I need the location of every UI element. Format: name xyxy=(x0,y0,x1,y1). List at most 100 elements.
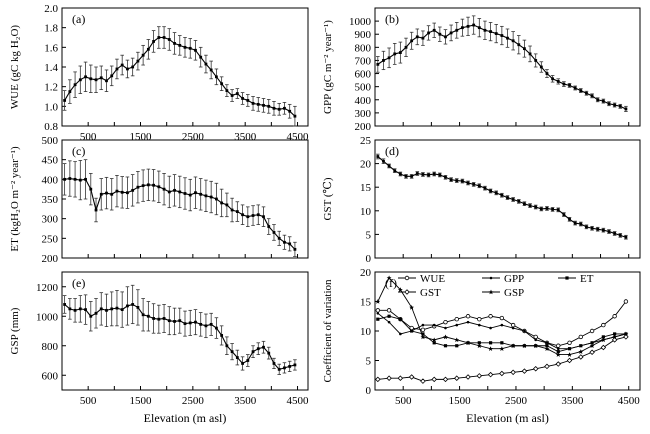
y-tick-label: 800 xyxy=(42,341,59,353)
data-point xyxy=(460,26,464,30)
data-point xyxy=(466,320,470,324)
data-point xyxy=(420,378,426,384)
y-tick-label: 0 xyxy=(366,253,372,265)
y-tick-label: 1.6 xyxy=(44,42,58,54)
data-point xyxy=(199,192,203,196)
data-point xyxy=(488,346,493,351)
data-point xyxy=(63,177,67,181)
legend-label: ET xyxy=(580,273,594,285)
data-point xyxy=(225,203,229,207)
y-axis-label: GST (℃) xyxy=(322,177,334,220)
data-point xyxy=(277,236,281,240)
data-point xyxy=(573,86,577,90)
data-point xyxy=(410,329,414,333)
data-point xyxy=(398,172,402,176)
data-point xyxy=(545,207,549,210)
data-point xyxy=(539,65,543,69)
data-point xyxy=(443,319,448,325)
data-point xyxy=(283,240,286,244)
data-point xyxy=(431,337,437,343)
plot-frame xyxy=(374,7,641,127)
data-point xyxy=(596,227,600,231)
data-point xyxy=(188,193,192,197)
data-point xyxy=(589,343,595,349)
data-point xyxy=(499,346,505,351)
y-tick-label: 500 xyxy=(42,135,59,147)
data-point xyxy=(152,317,155,320)
data-point xyxy=(477,26,481,30)
data-point xyxy=(585,91,588,95)
data-point xyxy=(421,332,425,336)
data-point xyxy=(194,48,197,52)
data-point xyxy=(120,308,124,312)
data-point xyxy=(476,343,482,349)
legend-item-gpp: GPP xyxy=(482,273,524,285)
data-point xyxy=(612,334,618,340)
data-point xyxy=(600,337,606,343)
data-point xyxy=(421,173,425,176)
data-point xyxy=(262,103,265,107)
legend-label: GST xyxy=(420,287,441,299)
y-tick-label: 600 xyxy=(42,370,59,382)
data-point xyxy=(376,155,380,158)
data-point xyxy=(566,357,573,364)
data-point xyxy=(567,347,572,351)
data-point xyxy=(510,322,516,328)
data-point xyxy=(375,376,381,383)
data-point xyxy=(230,208,234,212)
data-point xyxy=(167,38,171,41)
data-point xyxy=(277,367,281,371)
data-point xyxy=(84,177,87,181)
data-point xyxy=(84,308,87,312)
data-point xyxy=(421,323,425,327)
data-point xyxy=(110,74,114,78)
data-point xyxy=(382,59,385,62)
data-point xyxy=(510,369,516,376)
data-point xyxy=(432,28,436,32)
data-point xyxy=(136,185,140,189)
y-tick-label: 0.8 xyxy=(44,121,58,133)
data-point xyxy=(173,188,176,192)
data-point xyxy=(235,92,239,95)
data-point xyxy=(500,341,504,345)
data-point xyxy=(477,317,482,322)
data-point xyxy=(94,78,98,82)
data-point xyxy=(489,30,492,33)
data-point xyxy=(209,68,213,72)
data-point xyxy=(410,39,414,43)
y-tick-label: 700 xyxy=(355,55,372,67)
data-point xyxy=(220,201,224,205)
data-point xyxy=(288,109,292,113)
data-point xyxy=(115,189,119,193)
data-point xyxy=(126,304,129,308)
data-point xyxy=(613,332,617,336)
data-point xyxy=(220,82,224,86)
data-point xyxy=(68,177,72,180)
data-point xyxy=(404,275,410,281)
panel-d: 0 5 10 15 20 25 (d) GST (℃) xyxy=(322,135,641,265)
data-point xyxy=(551,77,555,81)
data-point xyxy=(545,341,549,345)
data-point xyxy=(601,99,605,103)
data-point xyxy=(246,215,250,219)
x-tick-label: 3500 xyxy=(561,395,584,407)
data-point xyxy=(256,102,260,106)
data-point xyxy=(183,322,187,326)
x-tick-label: 2500 xyxy=(182,395,205,407)
x-tick-label: 3500 xyxy=(234,395,257,407)
data-point xyxy=(545,72,549,75)
data-point xyxy=(408,374,415,380)
data-point xyxy=(511,198,515,201)
panel-a: 0.8 1.0 1.2 1.4 1.6 1.8 2.0 500 1500 2500 3500 4500… xyxy=(9,3,309,143)
data-point xyxy=(432,341,436,345)
data-point xyxy=(105,191,108,195)
data-point xyxy=(404,174,408,178)
data-point xyxy=(444,326,447,330)
y-axis-label: ET (kgH₂O m⁻² year⁻¹) xyxy=(9,146,21,252)
data-point xyxy=(488,341,493,345)
data-point xyxy=(141,184,145,188)
data-point xyxy=(404,45,408,49)
data-point xyxy=(225,89,229,92)
